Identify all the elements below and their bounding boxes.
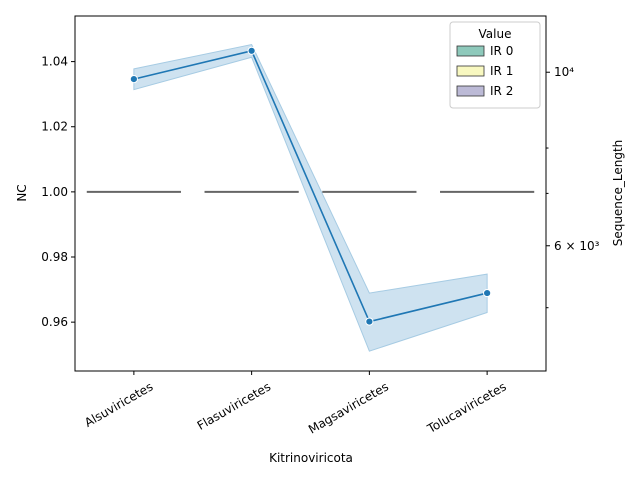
left-y-tick-label: 1.00 [41,185,68,199]
right-y-tick-label: 6 × 10³ [554,239,600,253]
right-y-axis-label: Sequence_Length [611,140,625,247]
x-tick-label-tolucaviricetes: Tolucaviricetes [424,379,509,436]
left-y-axis-label: NC [15,184,29,201]
legend-title: Value [479,27,512,41]
left-y-tick-label: 0.98 [41,250,68,264]
legend-label-2: IR 2 [490,84,513,98]
right-y-tick-label: 10⁴ [554,65,574,79]
confidence-band-group [133,43,488,352]
legend-label-1: IR 1 [490,64,513,78]
legend: Value IR 0 IR 1 IR 2 [449,21,541,109]
line-point-magsaviricetes [365,317,374,326]
left-y-tick-label: 1.04 [41,55,68,69]
left-y-tick-label: 1.02 [41,120,68,134]
left-y-tick-label: 0.96 [41,315,68,329]
line-point-flasuviricetes [247,46,256,55]
legend-label-0: IR 0 [490,44,513,58]
line-series [133,49,488,323]
x-tick-label-alsuviricetes: Alsuviricetes [82,379,155,429]
x-tick-label-flasuviricetes: Flasuviricetes [195,379,273,432]
line-point-tolucaviricetes [483,288,492,298]
line-points-group [129,46,492,326]
x-tick-label-magsaviricetes: Magsaviricetes [306,379,391,436]
legend-swatch-1 [456,65,485,77]
legend-swatch-0 [456,45,485,57]
line-series-group [133,49,488,323]
legend-swatch-2 [456,85,485,97]
line-point-alsuviricetes [129,74,138,84]
x-axis-label: Kitrinoviricota [269,451,353,465]
confidence-band [133,43,488,352]
